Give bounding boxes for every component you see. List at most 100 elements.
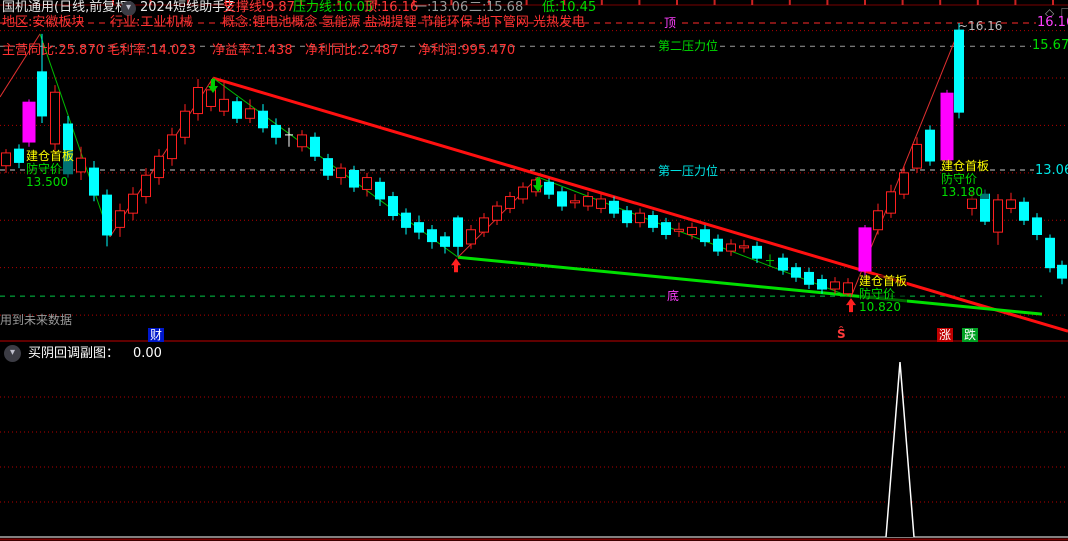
candle-down	[89, 167, 99, 196]
pressure2-line-label: 第二压力位	[656, 39, 721, 53]
bottom-line-label: 底	[665, 289, 682, 303]
entry-label-1-sub: 防守价	[26, 163, 75, 176]
stat-low-label: 低:	[542, 0, 560, 15]
candle-up	[873, 210, 883, 231]
stat-one-value: 13.06	[431, 0, 469, 15]
candle-down	[258, 110, 268, 129]
stock-title: 国机通用(日线,前复权)	[2, 0, 134, 15]
candle-up	[154, 155, 164, 179]
buy-arrow-icon	[846, 298, 856, 313]
candle-up	[193, 86, 203, 115]
candle-up	[50, 91, 60, 145]
candle-up	[141, 174, 151, 198]
pressure1-line-label: 第一压力位	[656, 164, 721, 178]
fall-chip[interactable]: 跌	[962, 328, 979, 342]
stat-support-label: 支撑线:	[223, 0, 267, 15]
region-text: 地区:安徽板块	[2, 15, 85, 30]
candle-down	[925, 129, 935, 162]
finance-chip[interactable]: 财	[148, 328, 165, 342]
candle-down	[791, 267, 801, 278]
entry-label-2-title: 建仓首板	[859, 274, 908, 288]
window-icon[interactable]: ❏	[1061, 6, 1068, 20]
candle-down	[804, 271, 814, 285]
top-line-value: 16.16	[1036, 16, 1068, 29]
rise-chip[interactable]: 涨	[937, 328, 954, 342]
candle-down	[310, 136, 320, 157]
profit-yoy-text: 净利同比:2.487	[305, 43, 399, 58]
zigzag-segment	[0, 33, 41, 98]
candle-up	[1006, 199, 1016, 209]
subpanel-title[interactable]: 买阴回调副图：	[28, 346, 120, 361]
indicator-dropdown-icon[interactable]: ▾	[121, 0, 136, 16]
candle-up	[674, 228, 684, 232]
candle-up	[505, 196, 515, 209]
candle-up	[128, 193, 138, 214]
indicator-spike	[885, 361, 915, 538]
sell-arrow-icon	[208, 79, 218, 94]
candle-down	[1057, 264, 1067, 279]
profit-text: 净利润:995.470	[418, 43, 516, 58]
candle-up	[206, 89, 216, 107]
candle-up	[570, 200, 580, 204]
stat-top-value: 16.16	[381, 0, 419, 15]
candle-down	[14, 148, 24, 163]
candle-down	[232, 101, 242, 119]
candle-up	[843, 282, 853, 295]
revenue-yoy-text: 主营同比:25.870	[2, 43, 104, 58]
candle-down	[323, 158, 333, 176]
stat-support-value: 9.87	[266, 0, 295, 15]
entry-label-3-title: 建仓首板	[941, 159, 990, 173]
candle-up	[466, 229, 476, 245]
candle-down	[954, 29, 964, 113]
candle-up	[967, 198, 977, 209]
candle-down	[1019, 201, 1029, 221]
support-trendline	[457, 255, 1043, 316]
subpanel-collapse-icon[interactable]: ▾	[4, 345, 21, 362]
candle-down	[661, 222, 671, 235]
candle-up	[830, 281, 840, 290]
candle-up	[1, 152, 11, 167]
stat-top-label: 顶:	[364, 0, 382, 15]
candle-down	[440, 236, 450, 247]
candle-up	[726, 243, 736, 252]
candle-down	[713, 238, 723, 252]
candle-down	[609, 200, 619, 214]
candle-up	[583, 196, 593, 207]
candle-down	[401, 212, 411, 228]
candle-down	[817, 279, 827, 290]
candle-down	[700, 229, 710, 243]
stat-pressure-label: 压力线:	[293, 0, 337, 15]
candle-up	[297, 134, 307, 148]
candle-down	[375, 181, 385, 200]
entry-label-3-price: 13.180	[941, 186, 990, 199]
candle-down	[778, 257, 788, 271]
signal-marker: Ŝ	[837, 327, 846, 341]
candle-down	[557, 191, 567, 207]
candle-down	[453, 217, 463, 247]
candle-down	[752, 245, 762, 259]
candle-up	[492, 205, 502, 221]
top-line-label: 顶	[662, 16, 679, 30]
diamond-icon[interactable]: ◇	[1045, 6, 1055, 20]
candle-up	[596, 198, 606, 209]
candle-up	[180, 110, 190, 138]
indicator-title[interactable]: 2024短线助手Z	[140, 0, 234, 15]
subpanel-value: 0.00	[133, 346, 162, 361]
pressure1-line-value: 13.06	[1034, 164, 1068, 177]
roe-text: 净益率:1.438	[212, 43, 293, 58]
stat-two-label: 二:	[469, 0, 487, 15]
sell-arrow-icon	[533, 178, 543, 193]
entry-label-1-price: 13.500	[26, 176, 75, 189]
candle-up	[635, 212, 645, 224]
concept-text: 概念:锂电池概念 氢能源 盐湖提锂 节能环保 地下管网 光热发电	[222, 15, 586, 30]
stat-one-label: 一:	[414, 0, 432, 15]
candle-up	[76, 157, 86, 173]
candle-down	[271, 124, 281, 138]
entry-label-2-price: 10.820	[859, 301, 908, 314]
candle-up	[245, 108, 255, 119]
candle-up	[993, 199, 1003, 233]
candle-down	[37, 71, 47, 117]
candle-up	[167, 134, 177, 160]
